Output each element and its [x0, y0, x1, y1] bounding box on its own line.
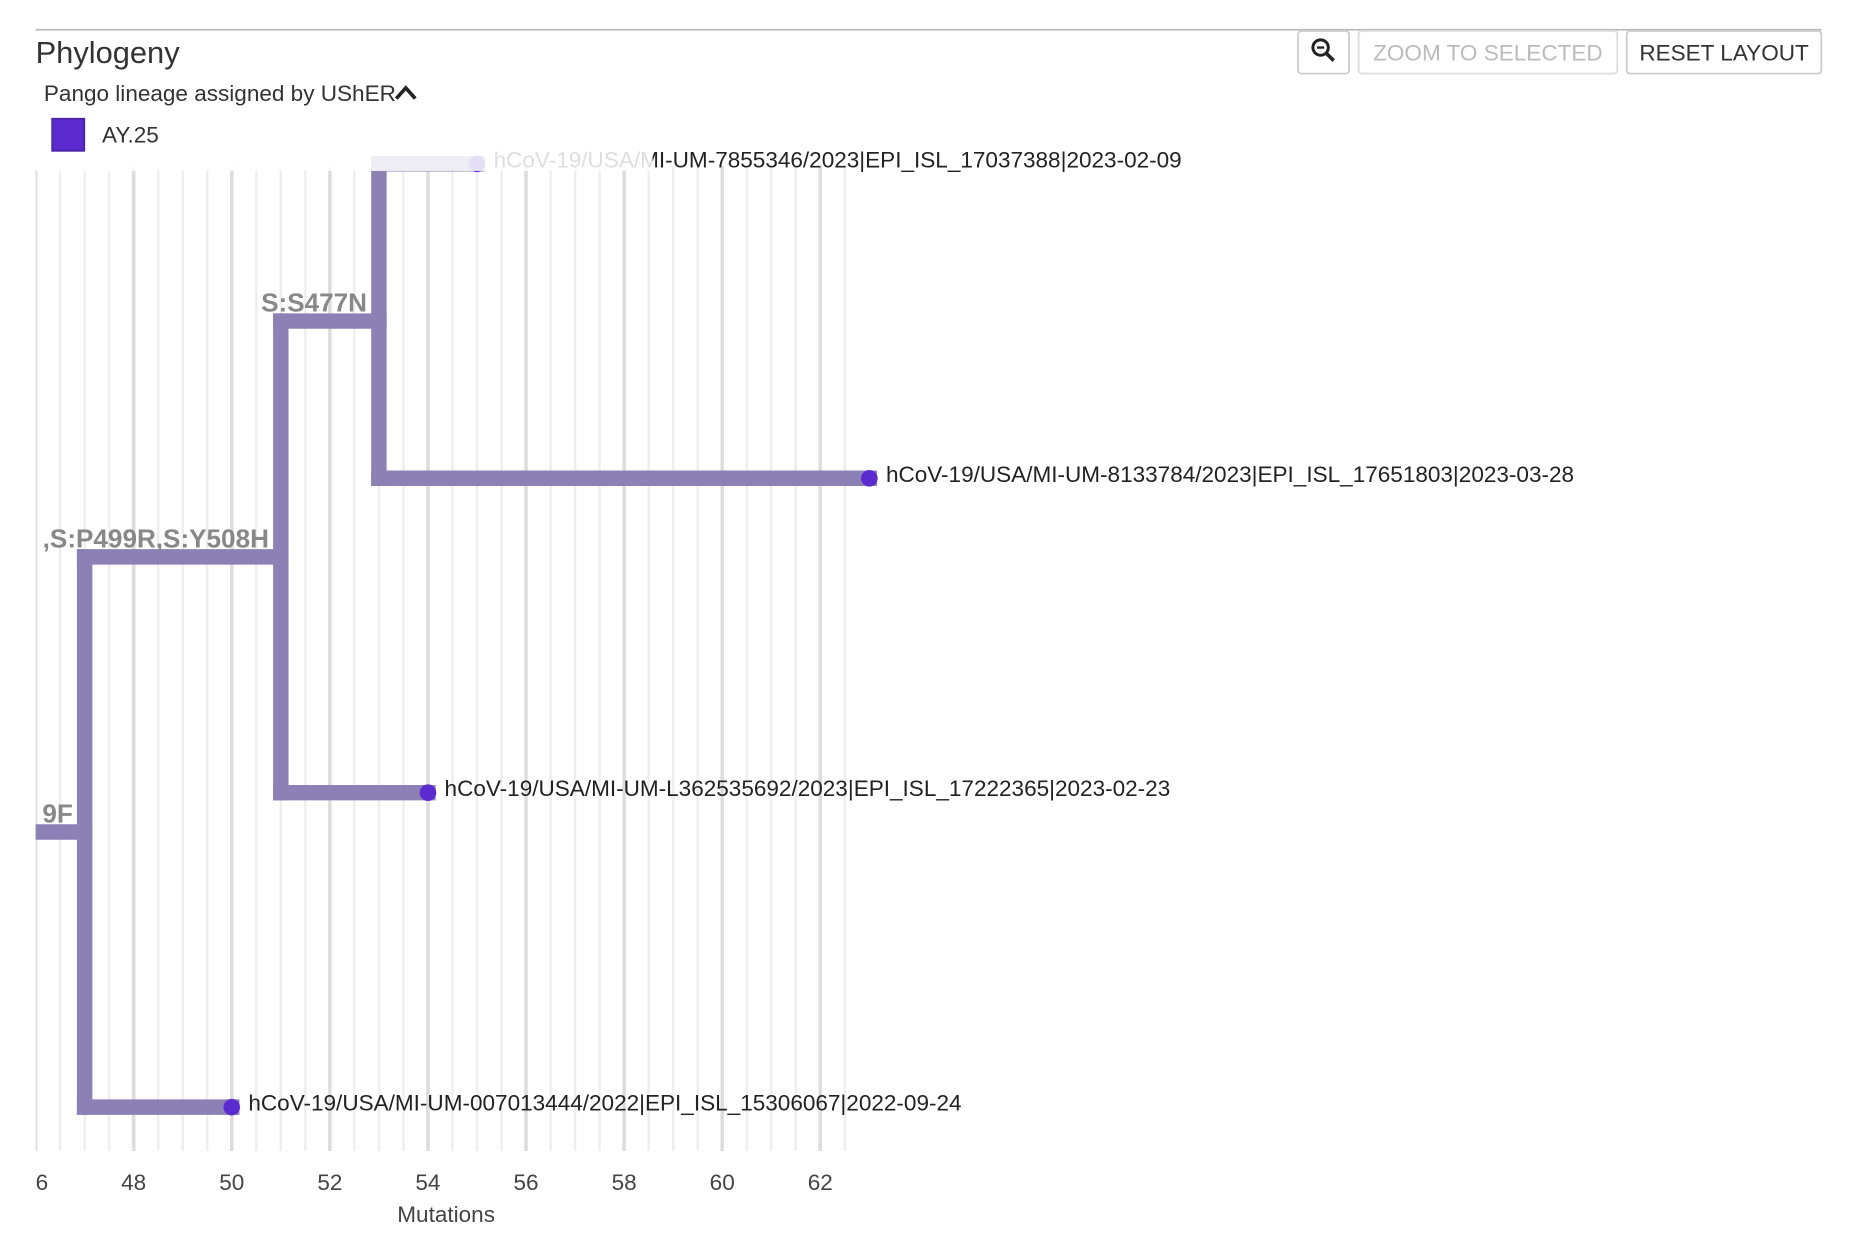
x-tick-label: 58	[612, 1170, 637, 1195]
x-tick-label: 50	[219, 1170, 244, 1195]
zoom-selected-button[interactable]	[1357, 30, 1619, 75]
legend-label: AY.25	[102, 122, 159, 147]
grid	[35, 166, 847, 1152]
tip	[419, 784, 437, 802]
color-by[interactable]: Pango lineage assigned by UShER	[44, 81, 396, 106]
x-tick-label: 52	[317, 1170, 342, 1195]
x-tick-label: 60	[710, 1170, 735, 1195]
x-tick-label: 54	[415, 1170, 440, 1195]
tip-label: hCoV-19/USA/MI-UM-007013444/2022|EPI_ISL…	[248, 1091, 961, 1116]
zoom-icon[interactable]	[1311, 38, 1330, 57]
caret[interactable]	[394, 85, 417, 100]
branch-label: ,S:P499R,S:Y508H	[43, 523, 269, 553]
title: Phylogeny	[36, 35, 181, 70]
x-tick-label: 46	[23, 1170, 48, 1195]
tip-label: hCoV-19/USA/MI-UM-8133784/2023|EPI_ISL_1…	[886, 462, 1574, 487]
x-tick-label: 62	[808, 1170, 833, 1195]
x-axis: 46 48 50 52 54 56 58 60 62	[23, 1170, 833, 1195]
reset-layout-label[interactable]: RESET LAYOUT	[1639, 41, 1809, 66]
branch-label: S:S477N	[261, 288, 367, 318]
x-tick-label: 56	[514, 1170, 539, 1195]
legend: AY.25	[51, 117, 159, 152]
x-tick-label: 48	[121, 1170, 146, 1195]
legend-swatch	[51, 117, 86, 152]
tip	[223, 1098, 241, 1116]
x-axis-label: Mutations	[397, 1202, 495, 1227]
tip-label: hCoV-19/USA/MI-UM-L362535692/2023|EPI_IS…	[445, 776, 1171, 801]
reset-layout-button[interactable]	[1625, 30, 1823, 75]
zoom-button[interactable]	[1297, 30, 1350, 75]
zoom-button-box[interactable]	[1297, 30, 1350, 75]
tip	[861, 469, 878, 487]
branch-label: 9F	[42, 799, 72, 829]
zoom-selected-label[interactable]: ZOOM TO SELECTED	[1373, 41, 1603, 66]
zoom-icon-handle[interactable]	[1325, 52, 1335, 62]
legend-backdrop	[35, 114, 653, 171]
